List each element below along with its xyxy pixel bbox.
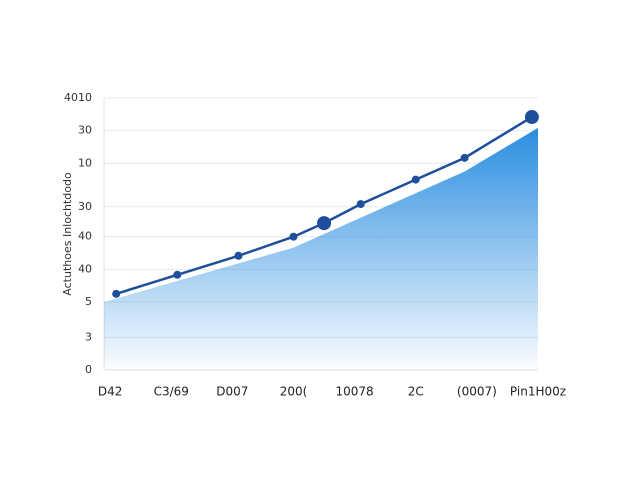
x-tick-label: 10078 — [336, 385, 374, 399]
area — [104, 127, 538, 370]
x-tick-label: C3/69 — [154, 385, 189, 399]
y-tick-label: 40 — [78, 230, 92, 243]
marker — [234, 251, 243, 260]
y-tick-label: 30 — [78, 200, 92, 213]
y-tick-label: 3 — [85, 330, 92, 343]
marker — [460, 153, 469, 162]
marker — [289, 232, 298, 241]
y-tick-label: 10 — [78, 156, 92, 169]
y-tick-label: 5 — [85, 295, 92, 308]
marker — [524, 110, 539, 125]
y-tick-label: 40 — [78, 262, 92, 275]
marker — [112, 289, 121, 298]
y-axis-label: Actuthoes Inlochtdodo — [61, 172, 74, 296]
marker — [356, 200, 365, 209]
y-tick-label: 30 — [78, 124, 92, 137]
marker — [173, 270, 182, 279]
x-tick-label: D42 — [98, 385, 123, 399]
x-tick-label: D007 — [216, 385, 248, 399]
y-tick-label: 4010 — [64, 91, 92, 104]
y-tick-label: 0 — [85, 363, 92, 376]
marker — [317, 216, 332, 231]
x-tick-label: 200( — [280, 385, 308, 399]
x-tick-label: Pin1H00z — [510, 385, 566, 399]
x-tick-label: 2C — [408, 385, 424, 399]
x-tick-label: (0007) — [457, 385, 497, 399]
marker — [411, 175, 420, 184]
